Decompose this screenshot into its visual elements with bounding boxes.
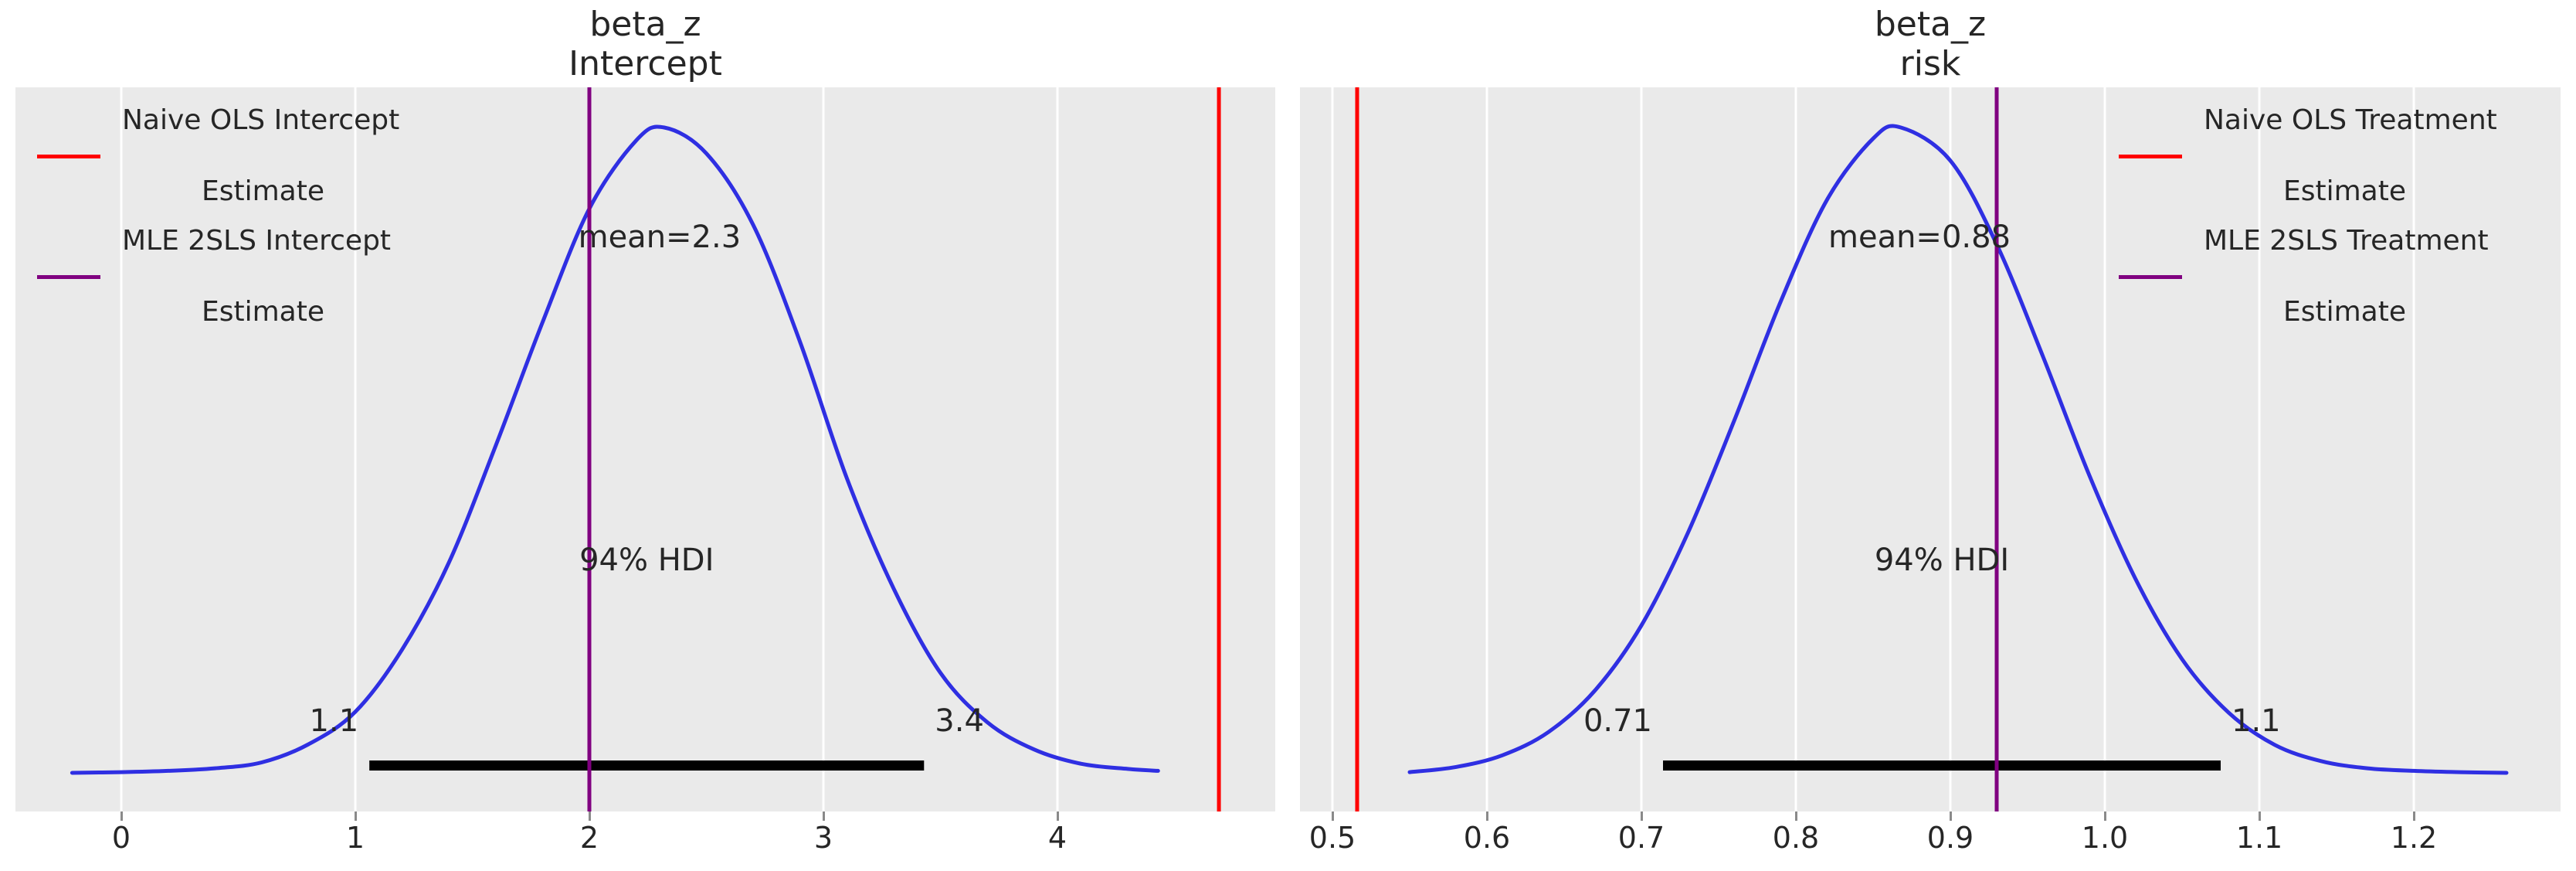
plot-area-intercept: Naive OLS Intercept Estimate MLE 2SLS In… [15,87,1275,811]
purple-line-swatch [37,274,100,279]
x-tick [1640,811,1643,821]
x-tick [2103,811,2106,821]
x-tick [1949,811,1952,821]
x-tick [120,811,123,821]
legend-entry-mle-2sls: MLE 2SLS Treatment Estimate [2119,223,2497,330]
title-line-coefname: Intercept [568,44,722,83]
plot-title-intercept: beta_z Intercept [15,5,1275,83]
x-tick [2412,811,2415,821]
title-line-varname: beta_z [589,5,701,44]
legend-label: Estimate [192,175,325,207]
hdi-upper-value: 1.1 [2232,703,2281,739]
x-axis-risk: 0.5 0.6 0.7 0.8 0.9 1.0 1.1 1.2 [1300,811,2561,866]
hdi-percent-annotation: 94% HDI [1874,543,2010,579]
x-axis-intercept: 0 1 2 3 4 [15,811,1275,866]
mean-annotation: mean=0.88 [1828,219,2011,255]
legend-entry-naive-ols: Naive OLS Treatment Estimate [2119,103,2497,209]
title-line-coefname: risk [1899,44,1961,83]
x-tick-label: 1.0 [2081,821,2129,855]
legend-label: Estimate [2274,175,2407,207]
legend-label: Naive OLS Intercept [122,104,400,136]
hdi-lower-value: 1.1 [309,703,359,739]
x-tick [2258,811,2261,821]
kde-plot-canvas [1331,87,2509,811]
kde-curve [1407,124,2509,775]
legend-label: Estimate [192,296,325,328]
hdi-upper-value: 3.4 [935,703,984,739]
legend-entry-mle-2sls: MLE 2SLS Intercept Estimate [37,223,399,330]
x-tick-label: 2 [579,821,599,855]
x-tick-label: 0.7 [1617,821,1665,855]
x-tick [1794,811,1797,821]
x-tick [1485,811,1488,821]
hdi-percent-annotation: 94% HDI [579,543,714,579]
legend-label: MLE 2SLS Intercept [122,225,392,257]
hdi-bar [1663,760,2221,771]
mean-annotation: mean=2.3 [578,219,742,255]
kde-plot-canvas [70,87,1221,811]
hdi-bar [369,760,925,771]
x-tick-label: 1 [345,821,365,855]
kde-curve [70,124,1160,775]
purple-line-swatch [2119,274,2182,279]
plot-title-risk: beta_z risk [1300,5,2561,83]
x-tick [1331,811,1334,821]
x-tick-label: 0.8 [1772,821,1820,855]
x-tick-label: 1.2 [2390,821,2438,855]
legend-entry-naive-ols: Naive OLS Intercept Estimate [37,103,399,209]
x-tick-label: 1.1 [2235,821,2283,855]
x-tick-label: 0.5 [1308,821,1356,855]
x-tick [354,811,357,821]
hdi-lower-value: 0.71 [1583,703,1652,739]
x-tick [1056,811,1059,821]
legend-label: MLE 2SLS Treatment [2204,225,2489,257]
red-line-swatch [37,154,100,158]
x-tick-label: 3 [813,821,833,855]
x-tick [588,811,591,821]
legend-label: Estimate [2274,296,2407,328]
legend-risk: Naive OLS Treatment Estimate MLE 2SLS Tr… [2119,103,2497,330]
legend-label: Naive OLS Treatment [2204,104,2497,136]
plot-area-risk: Naive OLS Treatment Estimate MLE 2SLS Tr… [1300,87,2561,811]
red-line-swatch [2119,154,2182,158]
x-tick-label: 0.9 [1926,821,1974,855]
x-tick [822,811,825,821]
x-tick-label: 4 [1047,821,1067,855]
title-line-varname: beta_z [1874,5,1987,44]
x-tick-label: 0 [111,821,131,855]
x-tick-label: 0.6 [1463,821,1511,855]
legend-intercept: Naive OLS Intercept Estimate MLE 2SLS In… [37,103,399,330]
